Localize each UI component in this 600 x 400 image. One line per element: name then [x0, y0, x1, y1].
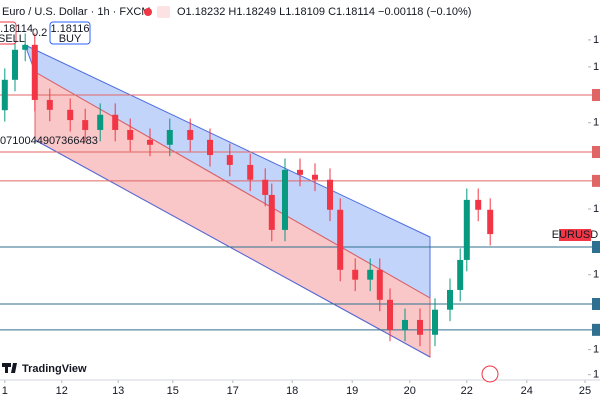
candle-body	[376, 269, 383, 300]
y-tick-label: 1	[593, 34, 599, 46]
level-tag	[592, 298, 600, 310]
candle-body	[387, 299, 393, 330]
level-tag	[592, 323, 600, 336]
y-tick-label: 1	[593, 61, 599, 73]
candle-body	[432, 309, 438, 335]
buy-button[interactable]	[49, 21, 91, 45]
level-tag	[592, 146, 600, 158]
candle-body	[12, 49, 18, 80]
chart-title: Euro / U.S. Dollar · 1h · FXCM	[2, 6, 151, 18]
candle-body	[447, 289, 453, 310]
logo-icon	[2, 363, 17, 373]
logo: TradingView	[22, 363, 87, 375]
candle-body	[112, 114, 119, 130]
buy-label[interactable]: BUY	[59, 33, 82, 45]
candle-body	[1, 79, 8, 111]
candle-body	[337, 209, 344, 270]
x-tick-label: 24	[521, 385, 533, 397]
x-tick-label: 25	[579, 385, 591, 397]
symbol-tag: EURUSD	[552, 229, 599, 241]
candle-body	[487, 209, 494, 235]
x-tick-label: 18	[286, 385, 298, 397]
candle-body	[352, 269, 359, 280]
x-tick-label: 22	[461, 385, 473, 397]
y-tick-label: 1	[593, 117, 599, 129]
candle-body	[475, 199, 482, 210]
candle-body	[46, 99, 53, 110]
candle-body	[207, 139, 213, 156]
alert-icon[interactable]	[481, 365, 499, 383]
candle-body	[457, 259, 464, 290]
candle-body	[312, 174, 318, 180]
x-tick-label: 17	[227, 385, 239, 397]
y-tick-label: 1	[593, 369, 599, 381]
candle-body	[402, 319, 408, 330]
x-tick-label: 12	[56, 385, 68, 397]
candle-body	[268, 194, 275, 230]
candle-body	[97, 114, 104, 130]
level-tag	[592, 241, 600, 253]
y-tick-label: 1	[593, 344, 599, 356]
x-tick-label: 19	[346, 385, 358, 397]
candle-body	[417, 319, 423, 335]
candle-body	[367, 269, 374, 280]
sell-label[interactable]: SELL	[0, 33, 25, 45]
candle-body	[147, 139, 153, 145]
ohlc: O1.18232 H1.18249 L1.18109 C1.18114 −0.0…	[177, 6, 471, 18]
status-dot	[144, 8, 152, 16]
x-tick-label: 20	[404, 385, 416, 397]
sell-price[interactable]: 1.18114	[0, 23, 33, 35]
candle-body	[127, 129, 134, 140]
candle-body	[226, 155, 233, 165]
status-icon	[157, 6, 170, 18]
channel-bottom	[34, 139, 431, 358]
candle-body	[247, 164, 254, 180]
spread: 0.2	[32, 27, 47, 39]
x-tick-label: 13	[112, 385, 124, 397]
drawing-note: 0710044907366483	[0, 135, 98, 147]
buy-price[interactable]: 1.18116	[51, 23, 90, 35]
candle-body	[82, 120, 89, 130]
level-tag	[592, 89, 600, 101]
candle-body	[31, 44, 38, 100]
x-tick-label: 1	[2, 385, 8, 397]
y-tick-label: 1	[593, 203, 599, 215]
candle-body	[463, 199, 470, 260]
y-tick-label: 1	[593, 269, 599, 281]
candle-body	[67, 109, 74, 121]
symbol-tag-box	[559, 229, 591, 241]
sell-button[interactable]	[0, 21, 17, 45]
candle-body	[297, 169, 303, 175]
candle-body	[22, 44, 29, 50]
candle-body	[166, 129, 173, 145]
overlay: Euro / U.S. Dollar · 1h · FXCM O1.18232 …	[0, 6, 599, 383]
candle-body	[327, 179, 333, 210]
level-tag	[592, 174, 600, 187]
candle-body	[262, 179, 269, 195]
x-tick-label: 15	[167, 385, 179, 397]
candle-body	[282, 169, 288, 230]
candle-body	[187, 129, 194, 140]
